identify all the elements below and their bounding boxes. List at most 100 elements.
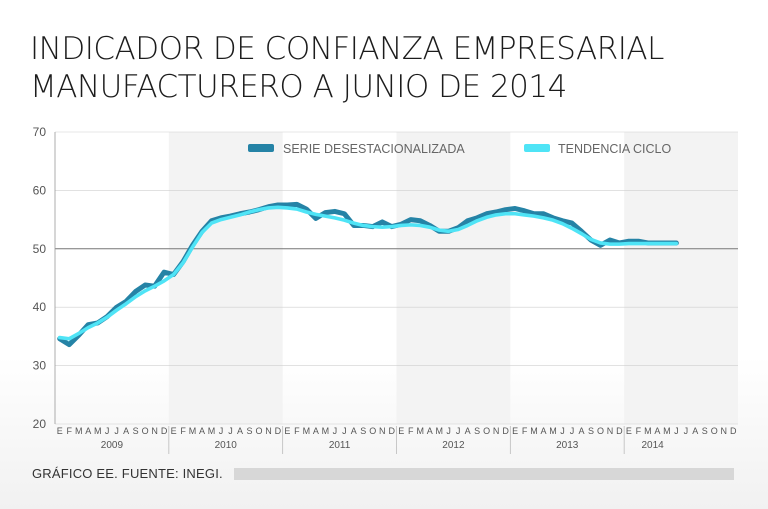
x-tick-month: A [578, 426, 584, 436]
x-tick-month: E [512, 426, 518, 436]
y-tick-label-70: 70 [33, 125, 47, 139]
x-tick-month: S [360, 426, 366, 436]
x-tick-month: E [57, 426, 63, 436]
x-tick-month: M [94, 426, 102, 436]
x-tick-month: O [597, 426, 604, 436]
y-tick-label-30: 30 [33, 359, 47, 373]
x-tick-month: D [275, 426, 282, 436]
x-tick-month: D [730, 426, 737, 436]
x-tick-month: N [607, 426, 614, 436]
x-tick-month: M [549, 426, 557, 436]
x-tick-month: M [208, 426, 216, 436]
legend-label-1: TENDENCIA CICLO [558, 142, 671, 156]
x-tick-month: A [654, 426, 660, 436]
x-tick-month: A [237, 426, 243, 436]
x-tick-month: S [133, 426, 139, 436]
x-tick-month: S [246, 426, 252, 436]
x-tick-month: F [636, 426, 642, 436]
x-tick-month: N [265, 426, 272, 436]
x-tick-month: O [711, 426, 718, 436]
y-tick-label-50: 50 [33, 242, 47, 256]
x-tick-year-2012: 2012 [442, 440, 465, 451]
x-tick-month: A [692, 426, 698, 436]
x-tick-month: M [303, 426, 311, 436]
legend-swatch-1 [524, 144, 550, 152]
x-tick-month: M [663, 426, 671, 436]
year-band-2012 [396, 132, 511, 424]
footer-bar [234, 468, 734, 480]
x-tick-month: D [502, 426, 509, 436]
x-tick-month: N [493, 426, 500, 436]
x-tick-month: F [522, 426, 528, 436]
x-tick-month: N [151, 426, 158, 436]
x-tick-month: F [66, 426, 72, 436]
x-tick-month: E [398, 426, 404, 436]
x-tick-month: O [369, 426, 376, 436]
year-band-2010 [168, 132, 283, 424]
y-tick-label-40: 40 [33, 300, 47, 314]
x-tick-month: A [85, 426, 91, 436]
x-tick-month: D [161, 426, 168, 436]
year-band-2014 [624, 132, 738, 424]
x-tick-month: O [255, 426, 262, 436]
x-tick-month: S [588, 426, 594, 436]
x-tick-month: J [342, 426, 347, 436]
x-tick-month: A [123, 426, 129, 436]
chart-title: INDICADOR DE CONFIANZA EMPRESARIAL MANUF… [30, 30, 750, 106]
legend-swatch-0 [248, 144, 274, 152]
x-tick-month: O [483, 426, 490, 436]
x-tick-month: E [626, 426, 632, 436]
x-tick-month: E [171, 426, 177, 436]
x-tick-month: J [333, 426, 338, 436]
x-tick-month: D [389, 426, 396, 436]
x-tick-year-2011: 2011 [329, 440, 351, 451]
x-tick-month: M [416, 426, 424, 436]
x-tick-month: A [465, 426, 471, 436]
chart-title-line-2: MANUFACTURERO A JUNIO DE 2014 [30, 69, 567, 105]
x-tick-month: S [474, 426, 480, 436]
x-tick-month: M [322, 426, 330, 436]
x-tick-month: M [189, 426, 197, 436]
y-axis-ticks: 20 30 40 50 60 70 [33, 125, 47, 431]
x-tick-month: N [379, 426, 386, 436]
x-tick-month: A [351, 426, 357, 436]
year-bands [168, 132, 738, 424]
x-tick-month: J [456, 426, 461, 436]
x-tick-month: J [105, 426, 110, 436]
x-tick-month: F [408, 426, 414, 436]
x-tick-month: E [284, 426, 290, 436]
x-tick-month: A [199, 426, 205, 436]
x-tick-month: M [530, 426, 538, 436]
x-tick-month: J [684, 426, 689, 436]
x-tick-month: D [616, 426, 623, 436]
x-tick-month: A [313, 426, 319, 436]
gridlines [54, 131, 738, 425]
x-tick-month: M [644, 426, 652, 436]
y-tick-label-60: 60 [33, 183, 47, 197]
x-tick-month: J [114, 426, 119, 436]
x-tick-month: F [294, 426, 300, 436]
x-tick-month: A [427, 426, 433, 436]
y-tick-label-20: 20 [33, 417, 47, 431]
x-tick-month: M [435, 426, 443, 436]
x-tick-month: M [75, 426, 83, 436]
x-tick-month: J [228, 426, 233, 436]
x-tick-month: J [219, 426, 224, 436]
legend: SERIE DESESTACIONALIZADA TENDENCIA CICLO [248, 142, 671, 156]
source-note: GRÁFICO EE. FUENTE: INEGI. [32, 466, 223, 481]
x-tick-month: S [702, 426, 708, 436]
x-tick-month: F [180, 426, 186, 436]
x-tick-year-2010: 2010 [215, 440, 238, 451]
x-tick-month: N [721, 426, 728, 436]
legend-label-0: SERIE DESESTACIONALIZADA [283, 142, 465, 156]
x-tick-year-2013: 2013 [556, 440, 579, 451]
x-tick-month: J [674, 426, 679, 436]
x-tick-month: J [446, 426, 451, 436]
x-tick-month: J [570, 426, 575, 436]
series-lines [57, 201, 679, 348]
chart-title-line-1: INDICADOR DE CONFIANZA EMPRESARIAL [30, 31, 664, 67]
line-tendencia-ciclo [57, 205, 679, 341]
x-tick-month: O [142, 426, 149, 436]
